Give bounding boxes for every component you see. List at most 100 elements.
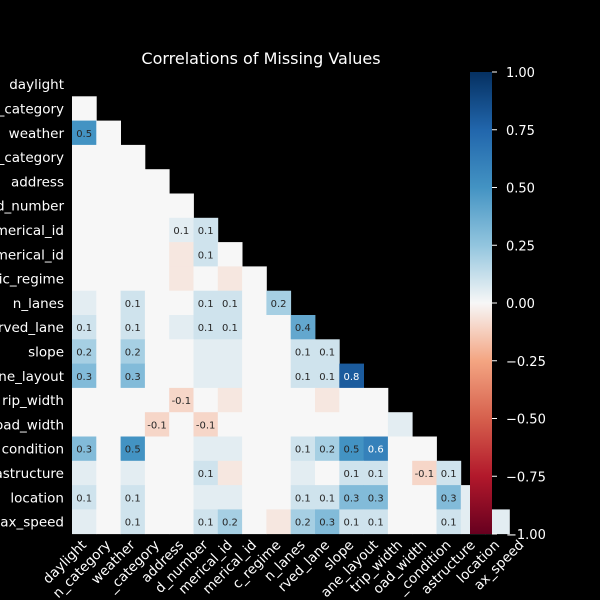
cell-value-label: 0.1 (441, 518, 457, 529)
heatmap-cell (120, 193, 146, 219)
colorbar-tick-label: −0.25 (506, 355, 546, 370)
heatmap-cell (217, 339, 243, 364)
cell-value-label: 0.1 (125, 323, 141, 334)
cell-value-label: 0.1 (222, 299, 238, 310)
heatmap-cell (242, 485, 267, 510)
heatmap-cell (96, 217, 121, 243)
cell-value-label: 0.5 (76, 129, 92, 140)
y-tick-label: ne_layout (0, 369, 64, 385)
heatmap-cell (436, 485, 462, 510)
heatmap-cell (72, 460, 97, 486)
heatmap-cell (266, 485, 292, 510)
heatmap-cell (96, 339, 121, 364)
heatmap-cell (96, 412, 121, 437)
heatmap-cell (96, 436, 121, 462)
heatmap-cell (290, 436, 316, 462)
heatmap-cell (193, 266, 219, 292)
heatmap-cell (169, 387, 194, 413)
heatmap-cell (290, 509, 316, 535)
heatmap-cell (315, 509, 340, 535)
cell-value-label: 0.2 (319, 445, 335, 456)
heatmap-cell (96, 242, 121, 267)
heatmap-cell (72, 120, 97, 146)
heatmap-cell (363, 387, 389, 413)
heatmap-cell (144, 339, 170, 364)
heatmap-cell (96, 509, 121, 535)
heatmap-cell (339, 412, 364, 437)
heatmap-cell (120, 315, 146, 340)
heatmap-cell (144, 169, 170, 194)
heatmap-cell (387, 436, 413, 462)
heatmap-cell (72, 436, 97, 462)
cell-value-label: 0.2 (295, 518, 311, 529)
cell-value-label: 0.1 (198, 323, 214, 334)
cell-value-label: 0.3 (368, 493, 384, 504)
heatmap-cell (266, 339, 292, 364)
heatmap-cell (217, 509, 243, 535)
cell-value-label: 0.1 (76, 323, 92, 334)
heatmap-cell (144, 412, 170, 437)
colorbar-tick-label: −0.75 (506, 470, 546, 485)
cell-value-label: 0.1 (198, 226, 214, 237)
heatmap-cell (412, 436, 437, 462)
heatmap-cell (217, 290, 243, 316)
y-tick-label: _category (0, 101, 64, 117)
heatmap-cell (266, 509, 292, 535)
cell-value-label: 0.1 (198, 250, 214, 261)
chart-title: Correlations of Missing Values (141, 49, 380, 68)
cell-value-label: 0.3 (125, 372, 141, 383)
cell-value-label: 0.2 (271, 299, 287, 310)
cell-value-label: 0.3 (319, 518, 335, 529)
heatmap-cell (193, 485, 219, 510)
cell-value-label: 0.1 (343, 518, 359, 529)
heatmap-cell (144, 193, 170, 219)
heatmap-cell (72, 144, 97, 170)
heatmap-cell (72, 266, 97, 292)
heatmap-cell (242, 290, 267, 316)
heatmap-cell (193, 339, 219, 364)
heatmap-cell (315, 460, 340, 486)
heatmap-cell (387, 412, 413, 437)
cell-value-label: -0.1 (415, 469, 435, 480)
heatmap-cell (72, 412, 97, 437)
heatmap-cell (72, 217, 97, 243)
cell-value-label: -0.1 (147, 420, 167, 431)
cell-value-label: 0.1 (295, 445, 311, 456)
cell-value-label: -0.1 (172, 396, 192, 407)
cell-value-label: -0.1 (196, 420, 216, 431)
heatmap-cell (436, 509, 462, 535)
cell-value-label: 0.2 (222, 518, 238, 529)
cell-value-label: 0.1 (198, 518, 214, 529)
cell-value-label: 0.1 (222, 323, 238, 334)
heatmap-cell (217, 436, 243, 462)
heatmap-cell (290, 485, 316, 510)
heatmap-cell (169, 485, 194, 510)
heatmap-cell (363, 412, 389, 437)
heatmap-cell (96, 290, 121, 316)
heatmap-cell (144, 460, 170, 486)
heatmap-cell (266, 460, 292, 486)
heatmap-cell (144, 266, 170, 292)
heatmap-cell (363, 485, 389, 510)
heatmap-cell (217, 460, 243, 486)
heatmap-cell (266, 363, 292, 389)
y-tick-label: weather (9, 126, 65, 142)
heatmap-cell (169, 363, 194, 389)
cell-value-label: 0.1 (295, 372, 311, 383)
heatmap-cell (169, 242, 194, 267)
heatmap-cell (120, 266, 146, 292)
cell-value-label: 0.4 (295, 323, 311, 334)
heatmap-cell (217, 485, 243, 510)
heatmap-cell (266, 387, 292, 413)
heatmap-cell (96, 460, 121, 486)
heatmap-cell (217, 387, 243, 413)
heatmap-cell (315, 412, 340, 437)
heatmap-cell (72, 315, 97, 340)
heatmap-cell (412, 485, 437, 510)
heatmap-cell (169, 266, 194, 292)
heatmap-cell (193, 242, 219, 267)
heatmap-cell (193, 387, 219, 413)
heatmap-cell (290, 339, 316, 364)
colorbar-tick-label: −1.00 (506, 528, 546, 543)
colorbar (470, 72, 492, 534)
